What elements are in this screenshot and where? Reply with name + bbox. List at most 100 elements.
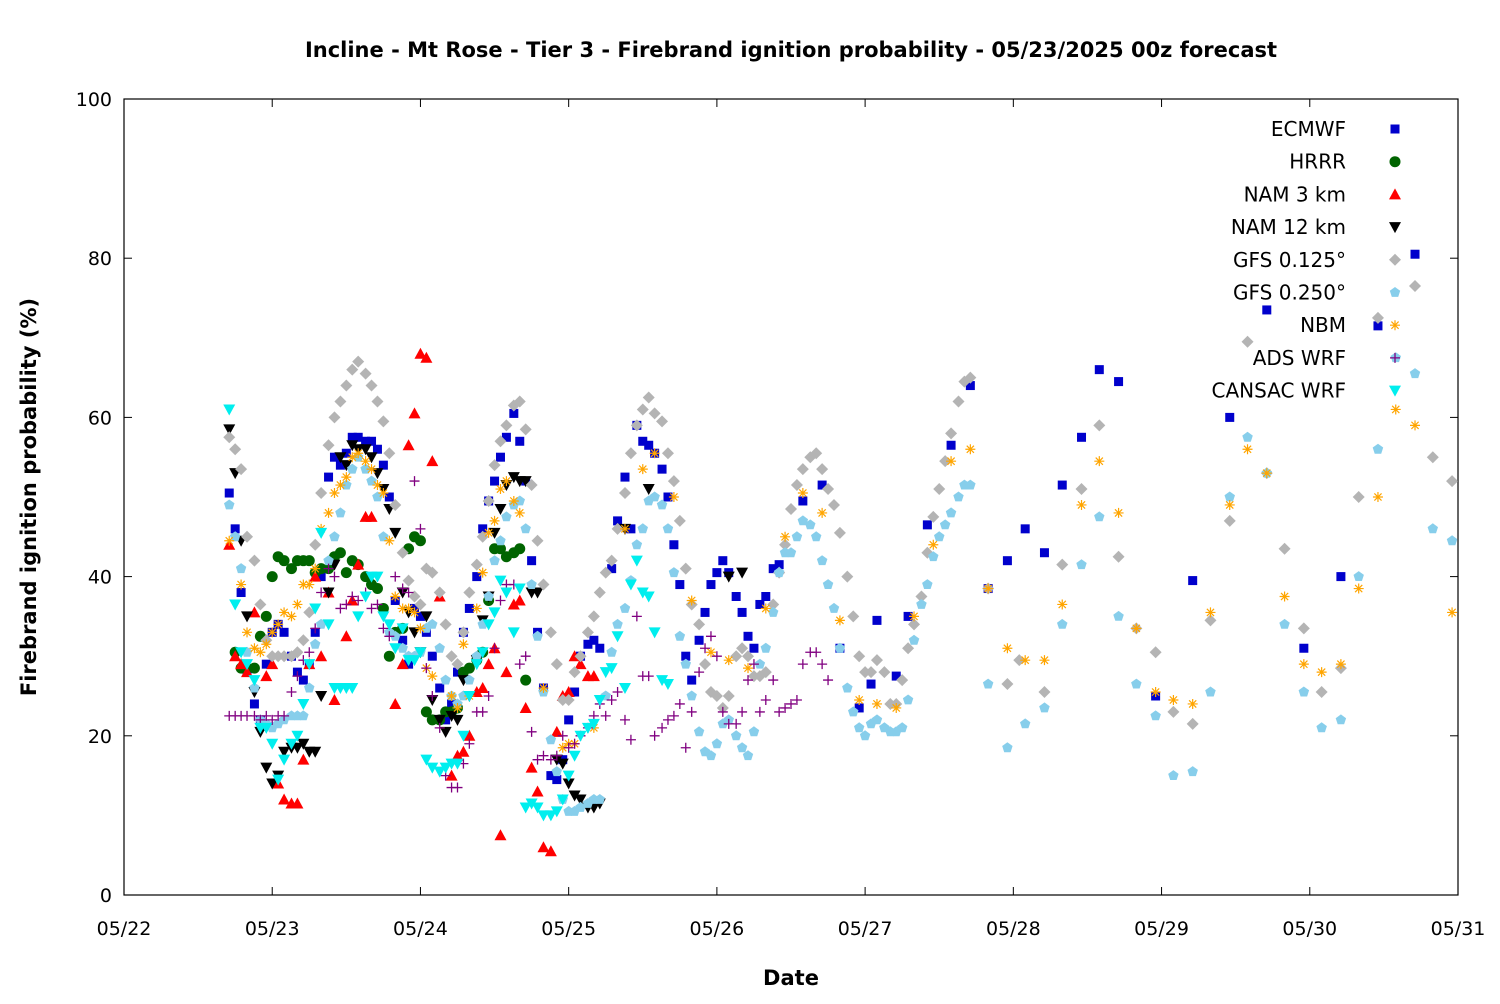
data-point: [928, 539, 939, 550]
data-point: [657, 464, 667, 474]
legend-label: ADS WRF: [1253, 346, 1346, 370]
data-point: [1075, 483, 1088, 496]
data-point: [396, 623, 409, 635]
data-point: [433, 586, 446, 599]
series-6: [224, 404, 1458, 753]
data-point: [409, 607, 420, 618]
data-point: [457, 626, 470, 639]
data-point: [335, 480, 346, 491]
data-point: [711, 738, 723, 749]
data-point: [384, 631, 395, 642]
data-point: [451, 714, 464, 726]
data-point: [494, 543, 506, 555]
data-point: [236, 588, 246, 598]
data-point: [587, 670, 600, 682]
data-point: [525, 479, 538, 492]
data-point: [903, 611, 913, 621]
data-point: [600, 710, 611, 721]
data-point: [1242, 444, 1253, 455]
data-point: [896, 722, 908, 733]
legend-marker: [1389, 222, 1401, 234]
data-point: [322, 619, 335, 631]
data-point: [266, 658, 279, 670]
data-point: [848, 706, 859, 717]
data-point: [334, 547, 346, 559]
data-point: [587, 718, 600, 730]
data-point: [494, 575, 507, 587]
data-point: [267, 627, 278, 638]
data-point: [630, 419, 643, 432]
data-point: [278, 650, 291, 663]
data-point: [562, 770, 575, 782]
data-point: [965, 444, 976, 455]
data-point: [1225, 412, 1235, 422]
data-point: [796, 463, 809, 476]
data-point: [408, 627, 421, 639]
data-point: [292, 671, 303, 682]
data-point: [439, 762, 452, 774]
data-point: [636, 587, 649, 599]
data-point: [335, 460, 345, 470]
data-point: [662, 523, 674, 534]
data-point: [266, 571, 278, 583]
data-point: [328, 411, 341, 424]
data-point: [551, 750, 562, 761]
data-point: [463, 586, 476, 599]
data-point: [323, 507, 334, 518]
data-point: [1076, 499, 1087, 510]
data-point: [637, 523, 648, 534]
data-point: [686, 595, 697, 606]
data-point: [439, 726, 452, 738]
data-point: [347, 591, 358, 602]
data-point: [389, 643, 402, 655]
data-point: [909, 611, 920, 622]
data-point: [507, 627, 520, 639]
legend-marker: [1389, 253, 1401, 266]
data-point: [477, 567, 488, 578]
data-point: [463, 662, 475, 674]
data-point: [488, 459, 501, 472]
data-point: [532, 754, 543, 765]
data-point: [328, 693, 341, 705]
data-point: [736, 642, 749, 655]
data-point: [310, 563, 321, 574]
data-point: [1447, 607, 1458, 618]
legend-label: ECMWF: [1271, 117, 1346, 141]
data-point: [420, 611, 433, 623]
data-point: [415, 611, 425, 621]
data-point: [398, 635, 408, 645]
data-point: [945, 427, 958, 440]
data-point: [742, 750, 754, 761]
data-point: [1316, 722, 1327, 733]
data-point: [859, 730, 871, 741]
data-point: [285, 738, 298, 750]
data-point: [761, 592, 771, 601]
data-point: [575, 801, 586, 812]
data-point: [427, 618, 438, 629]
data-point: [439, 618, 452, 631]
data-point: [1056, 558, 1069, 571]
data-point: [353, 432, 363, 442]
x-tick-label: 05/31: [1431, 918, 1486, 940]
data-point: [402, 439, 415, 451]
data-point: [822, 483, 835, 496]
data-point: [574, 730, 587, 742]
data-point: [1446, 475, 1459, 488]
data-point: [414, 647, 427, 659]
data-point: [1150, 687, 1161, 698]
data-point: [235, 463, 248, 476]
data-point: [669, 540, 679, 550]
data-point: [613, 516, 623, 526]
data-point: [797, 515, 809, 526]
data-point: [309, 570, 322, 582]
data-point: [1057, 599, 1068, 610]
data-point: [445, 769, 458, 781]
data-point: [589, 635, 599, 645]
data-point: [323, 555, 334, 566]
x-tick-label: 05/26: [690, 918, 745, 940]
data-point: [477, 706, 488, 717]
data-point: [1113, 610, 1124, 621]
data-point: [476, 682, 489, 694]
data-point: [360, 456, 371, 467]
data-point: [452, 782, 463, 793]
